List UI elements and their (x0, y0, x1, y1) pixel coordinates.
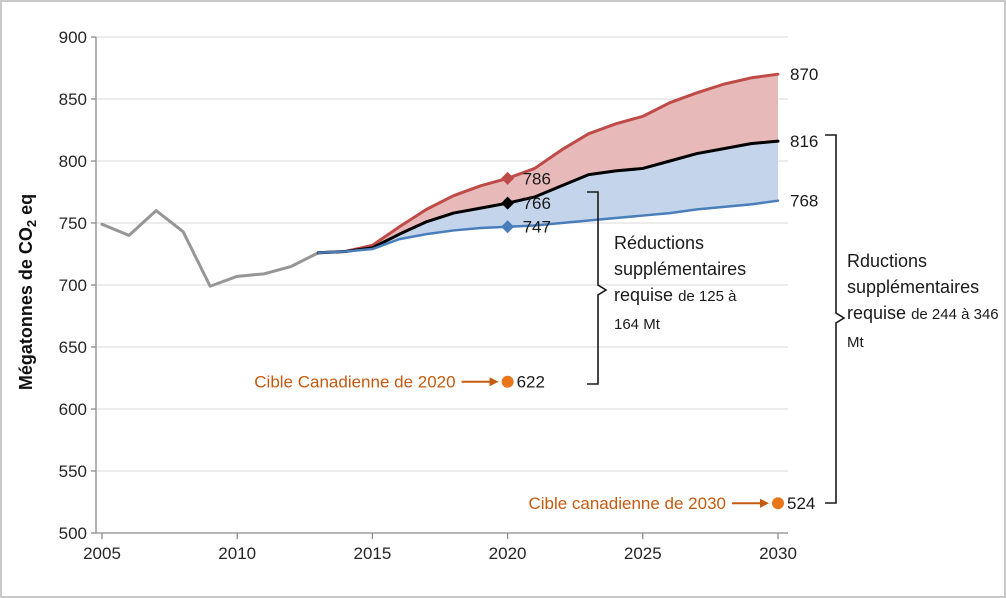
brackets-group (587, 134, 846, 504)
y-tick-label-500: 500 (59, 524, 87, 543)
y-tick-label-800: 800 (59, 152, 87, 171)
series-line-emissions-historiques (100, 209, 320, 288)
marker-value-label-scenario-haut: 786 (523, 169, 551, 188)
x-tick-label-2030: 2030 (759, 544, 797, 563)
cible-2020-arrow-head (489, 377, 499, 387)
x-tick-label-2010: 2010 (218, 544, 256, 563)
y-tick-label-850: 850 (59, 90, 87, 109)
annotation-detail-text: de 125 à 164 Mt (614, 288, 737, 333)
area-scenario-reference--scenario-bas (318, 141, 778, 253)
cible-2030-dot (772, 497, 784, 510)
end-value-label-scenario-haut: 870 (790, 65, 818, 84)
end-value-label-scenario-reference: 816 (790, 132, 818, 151)
bracket-reduction-2030 (825, 134, 846, 504)
series-line-scenario-reference (316, 139, 780, 255)
annotation-detail-text: de 244 à 346 Mt (847, 306, 999, 351)
annotation-reduction-2030: Rductions supplémentaires requise de 244… (847, 248, 1002, 356)
y-tick-label-600: 600 (59, 400, 87, 419)
y-tick-label-700: 700 (59, 276, 87, 295)
cible-2020-dot (501, 375, 514, 388)
cible-2020-label: Cible Canadienne de 2020 (254, 373, 455, 392)
markers-group (501, 171, 515, 234)
x-tick-label-2020: 2020 (489, 544, 527, 563)
marker-diamond-scenario-reference (501, 196, 515, 210)
bracket-reduction-2020 (587, 191, 608, 385)
y-tick-label-900: 900 (59, 28, 87, 47)
x-tick-label-2025: 2025 (624, 544, 662, 563)
targets-group: 622 Cible Canadienne de 2020 524 Cible cana… (254, 373, 815, 514)
axes-group: 500 550 600 650 700 750 800 850 900 2005 2010 2015 2… (59, 28, 797, 563)
annotation-main-text: Réductions supplémentaires requise (614, 233, 747, 305)
y-tick-label-750: 750 (59, 214, 87, 233)
y-axis-title: Mégatonnes de CO2 eq (16, 194, 39, 390)
end-value-label-scenario-bas: 768 (790, 192, 818, 211)
marker-value-label-scenario-reference: 766 (523, 194, 551, 213)
cible-2030-value-label: 524 (787, 494, 815, 513)
marker-value-label-scenario-bas: 747 (523, 218, 551, 237)
series-line-scenario-bas (317, 199, 780, 255)
area-scenario-haut--scenario-reference (318, 74, 778, 253)
series-line-scenario-haut (316, 72, 780, 255)
cible-2020-value-label: 622 (517, 373, 545, 392)
x-tick-label-2015: 2015 (353, 544, 391, 563)
annotation-main-text: Rductions supplémentaires requise (847, 251, 980, 323)
series-group (100, 72, 780, 288)
cible-2030-arrow-head (760, 498, 769, 508)
x-tick-label-2005: 2005 (83, 544, 121, 563)
marker-diamond-scenario-haut (501, 171, 515, 185)
value-labels-group: 786 870 766 816 747 768 (523, 65, 819, 237)
y-tick-label-650: 650 (59, 338, 87, 357)
areas-group (318, 74, 778, 253)
annotation-reduction-2020: Réductions supplémentaires requise de 12… (614, 230, 764, 338)
cible-2030-label: Cible canadienne de 2030 (528, 494, 726, 513)
y-tick-label-550: 550 (59, 462, 87, 481)
marker-diamond-scenario-bas (501, 220, 515, 234)
